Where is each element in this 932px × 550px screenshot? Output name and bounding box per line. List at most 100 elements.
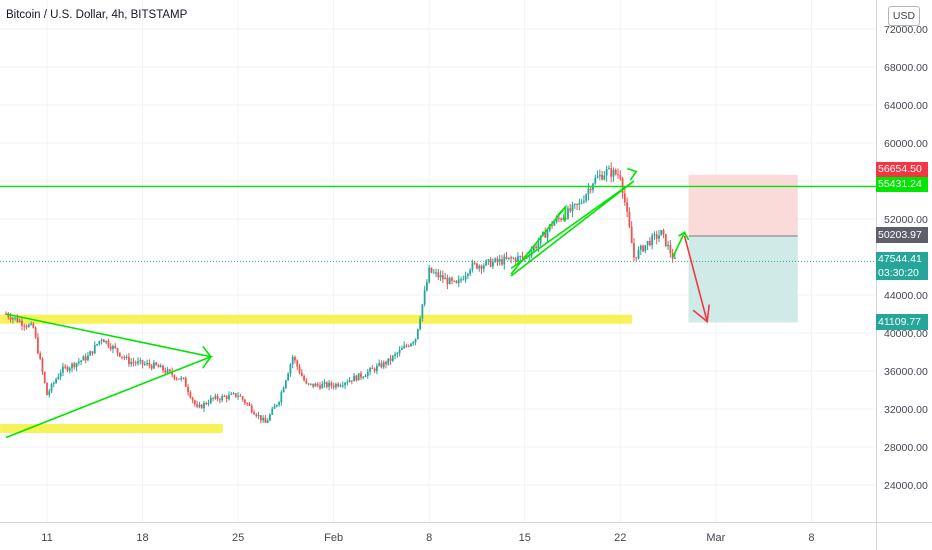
candle-body	[651, 235, 654, 246]
candle-body	[478, 265, 481, 269]
candle-body	[73, 363, 76, 368]
last-price-tag: 47544.41	[876, 252, 928, 266]
candle-body	[519, 256, 522, 258]
y-tick-label: 60000.00	[884, 138, 928, 150]
candle-body	[585, 194, 588, 201]
candle-body	[32, 323, 35, 328]
candle-body	[123, 356, 126, 358]
candle-body	[228, 394, 230, 399]
candle-body	[416, 329, 419, 339]
candle-body	[112, 345, 114, 350]
candle-body	[457, 279, 460, 284]
candle-body	[184, 377, 187, 387]
candle-body	[62, 366, 64, 373]
candle-body	[182, 377, 185, 379]
x-tick-label: 25	[232, 532, 244, 544]
candle-body	[432, 272, 435, 274]
candle-body	[441, 275, 444, 280]
candle-body	[603, 175, 606, 180]
candle-body	[660, 230, 663, 236]
candle-body	[610, 168, 613, 177]
candle-body	[25, 326, 28, 328]
candle-body	[482, 265, 485, 269]
candle-body	[339, 385, 342, 387]
candle-body	[608, 168, 610, 170]
candle-body	[21, 320, 23, 326]
candle-body	[596, 176, 599, 178]
candle-body	[517, 256, 519, 262]
candle-body	[128, 356, 130, 365]
candle-body	[350, 380, 353, 382]
candle-body	[337, 383, 340, 387]
projection-arrowhead	[692, 304, 710, 324]
candle-body	[48, 391, 51, 396]
candle-body	[37, 337, 39, 354]
candle-body	[253, 411, 255, 415]
candle-body	[284, 380, 287, 388]
candle-body	[332, 385, 335, 388]
candle-body	[446, 277, 449, 285]
candle-body	[503, 256, 506, 265]
chart-title: Bitcoin / U.S. Dollar, 4h, BITSTAMP	[6, 9, 188, 21]
candle-body	[369, 368, 371, 372]
candle-body	[298, 366, 301, 373]
candle-body	[360, 373, 362, 378]
x-tick-label: 18	[136, 532, 148, 544]
candle-body	[535, 246, 538, 249]
candle-body	[273, 406, 276, 409]
candle-body	[207, 403, 210, 405]
candle-body	[291, 357, 294, 365]
candle-body	[266, 420, 269, 423]
candle-body	[303, 376, 305, 381]
candle-body	[77, 361, 80, 364]
candle-body	[560, 218, 563, 220]
candle-body	[501, 259, 503, 265]
candle-body	[146, 362, 148, 364]
candle-body	[9, 317, 12, 320]
candle-body	[159, 365, 162, 368]
candle-body	[389, 358, 392, 361]
candle-body	[391, 355, 394, 361]
candle-body	[168, 369, 171, 372]
candle-body	[364, 376, 367, 378]
candle-body	[662, 230, 665, 234]
candle-body	[419, 318, 421, 330]
take-profit-zone	[688, 236, 798, 323]
candle-body	[346, 382, 349, 384]
candle-body	[366, 371, 369, 377]
candle-body	[451, 277, 453, 281]
candle-body	[335, 383, 337, 388]
candle-body	[464, 275, 467, 280]
candle-body	[537, 243, 540, 249]
x-tick-label: Feb	[324, 532, 343, 544]
target-price-tag: 41109.77	[876, 314, 928, 330]
candle-body	[639, 245, 642, 250]
candle-body	[193, 400, 196, 405]
candle-body	[655, 234, 658, 239]
candle-body	[623, 193, 626, 203]
candle-body	[505, 256, 508, 259]
candle-body	[137, 361, 139, 364]
candle-body	[674, 257, 676, 259]
candle-body	[178, 378, 180, 380]
candle-body	[382, 361, 385, 368]
candle-body	[130, 361, 133, 365]
candle-body	[658, 235, 660, 239]
stop-loss-price-tag: 56654.50	[876, 162, 928, 177]
candle-body	[601, 174, 603, 180]
candle-body	[16, 317, 19, 322]
candle-body	[187, 386, 189, 393]
candle-body	[289, 364, 292, 374]
candle-body	[617, 174, 619, 176]
candle-body	[59, 372, 62, 377]
candle-body	[485, 260, 487, 266]
candle-body	[557, 218, 560, 220]
candle-body	[75, 363, 78, 368]
candle-body	[248, 403, 251, 406]
candle-body	[353, 375, 356, 382]
candle-body	[462, 279, 465, 281]
currency-button[interactable]: USD	[888, 6, 920, 26]
candle-body	[305, 380, 308, 384]
candle-body	[7, 314, 10, 318]
